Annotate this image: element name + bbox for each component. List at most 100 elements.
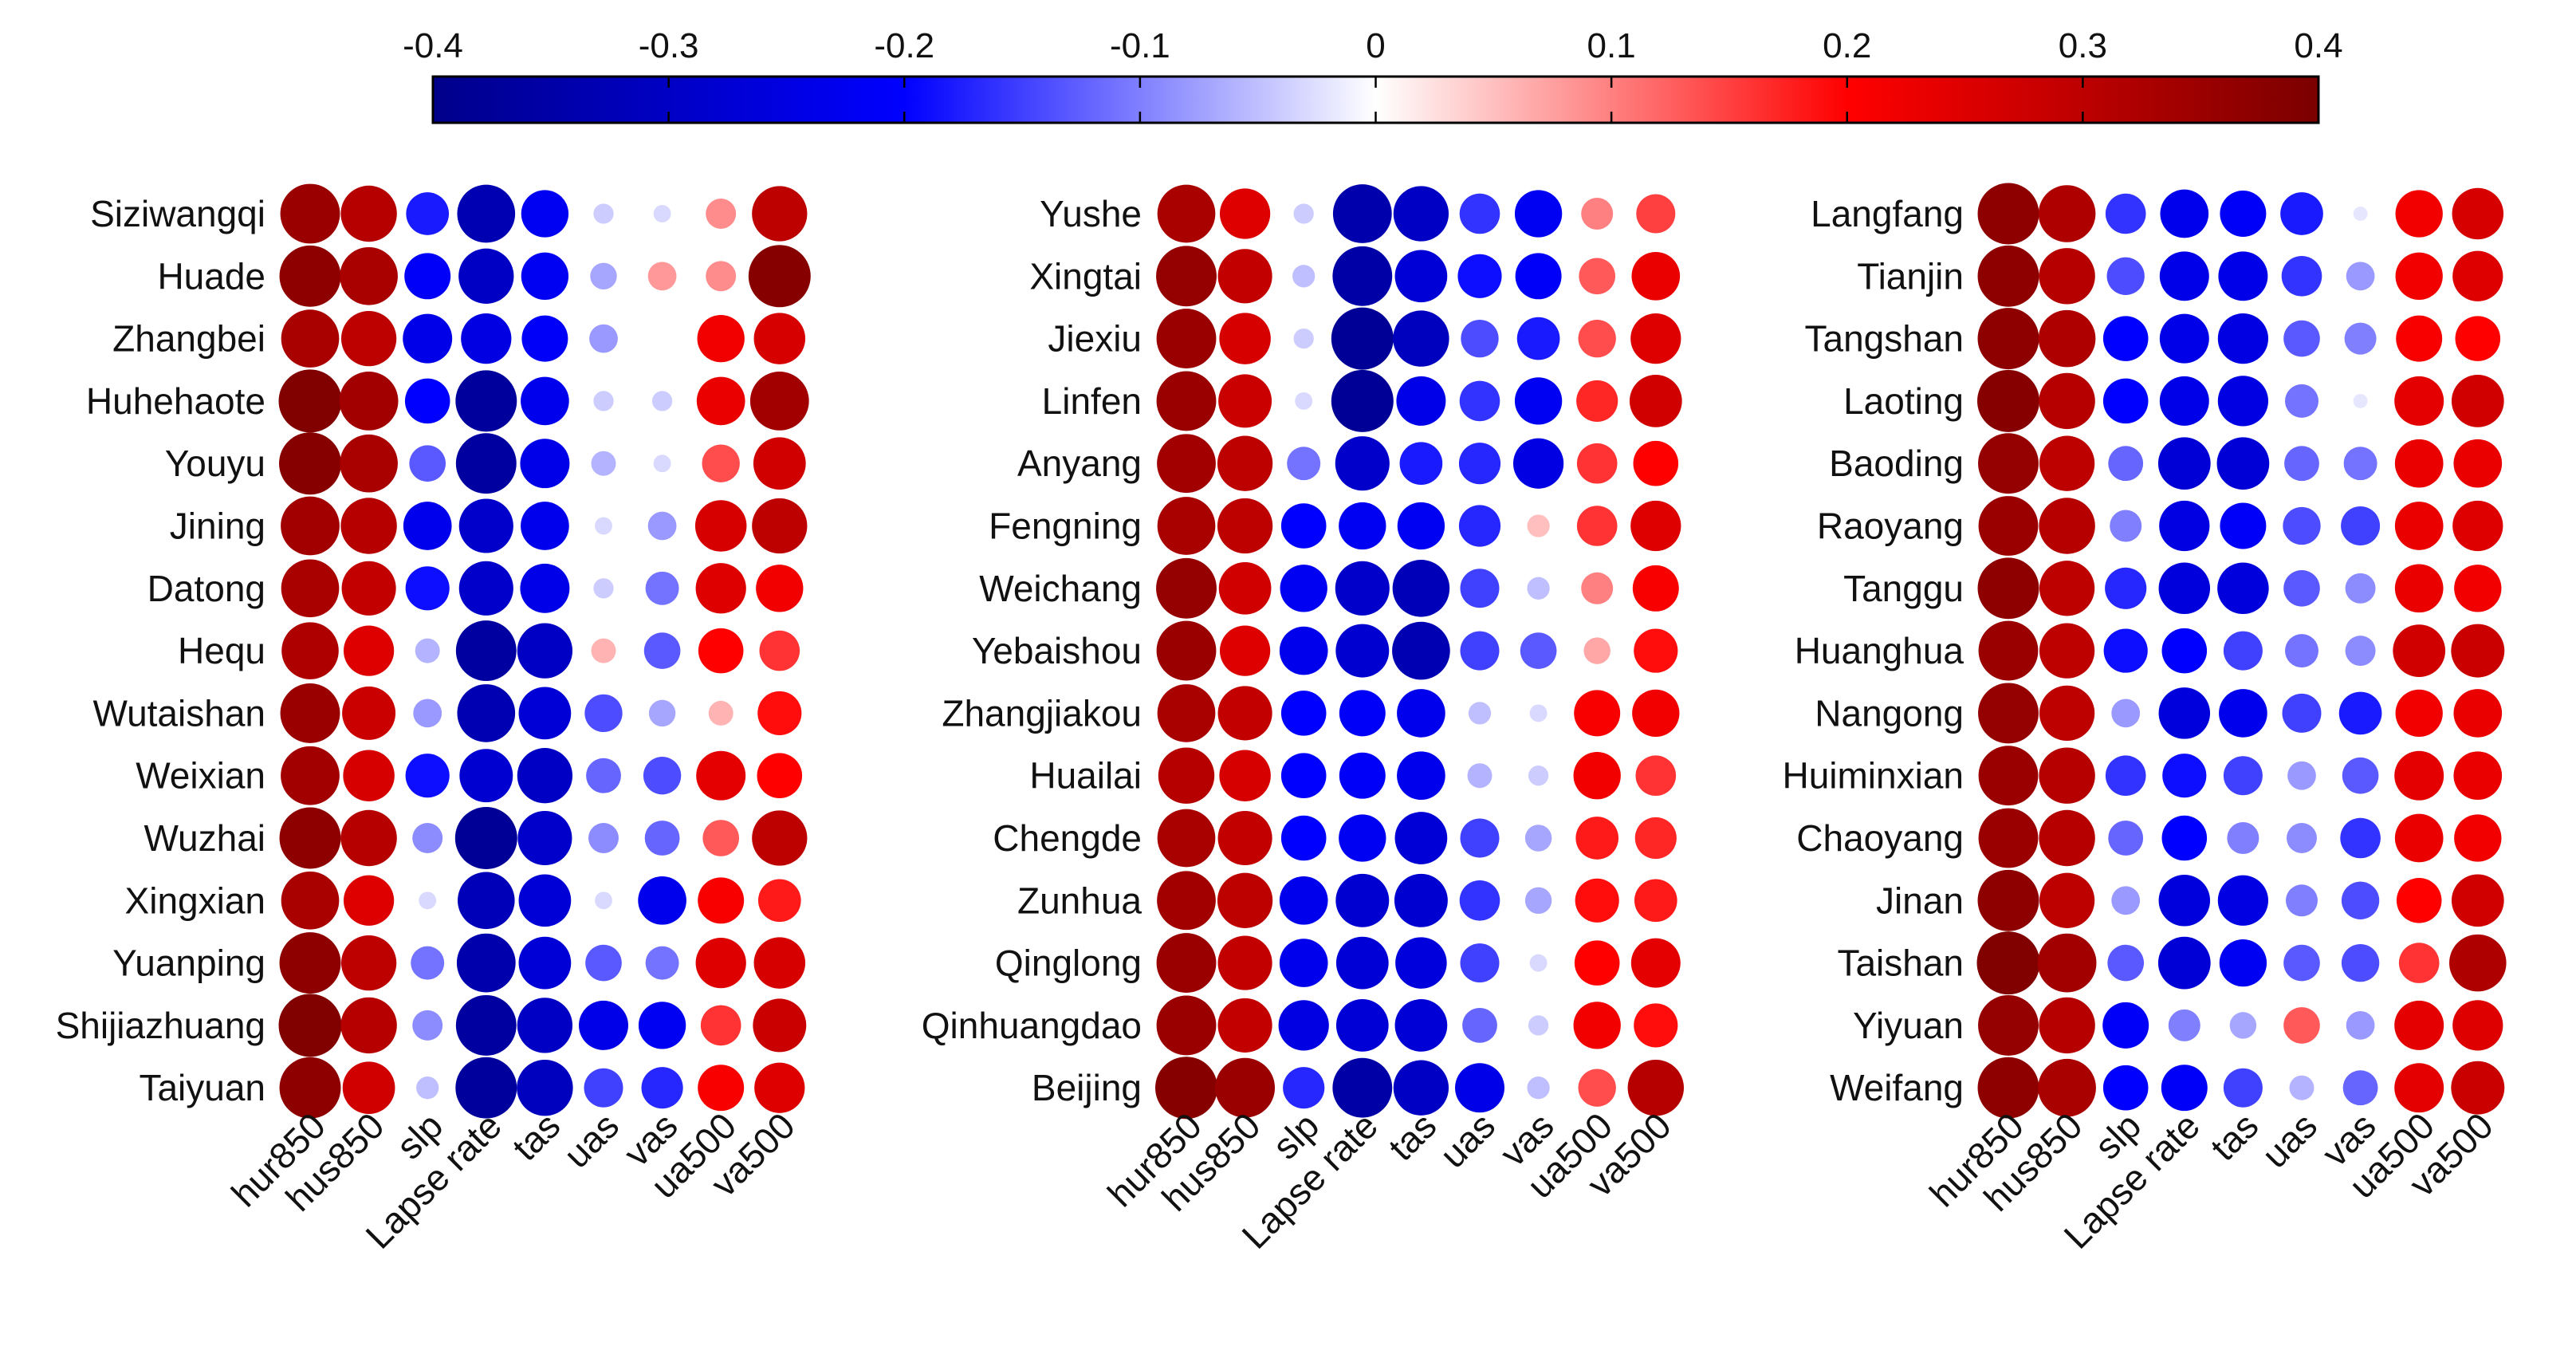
bubble-middle-7-6: Yebaishou / vas: -0.13 [1520,632,1557,669]
bubble-left-4-0: Youyu / hur850: 0.38 [279,432,341,495]
bubble-left-3-7: Huhehaote / ua500: 0.23 [696,376,745,426]
bubble-left-7-5: Hequ / uas: 0.06 [591,638,616,663]
bubble-right-6-4: Tanggu / tas: -0.26 [2217,562,2269,615]
bubble-middle-13-5: Qinhuangdao / uas: -0.12 [1462,1007,1497,1043]
bubble-left-14-6: Taiyuan / vas: -0.17 [641,1067,683,1109]
bubble-middle-3-6: Linfen / vas: -0.22 [1514,377,1563,425]
bubble-left-13-5: Shijiazhuang / uas: -0.24 [579,1000,628,1050]
bubble-right-6-0: Tanggu / hur850: 0.37 [1977,557,2039,620]
bubble-middle-10-5: Chengde / uas: -0.15 [1460,818,1500,858]
bubble-middle-3-1: Linfen / hus850: 0.28 [1218,374,1272,428]
bubble-middle-9-4: Huailai / tas: -0.23 [1397,751,1445,801]
bubble-right-6-3: Tanggu / Lapse rate: -0.26 [2158,562,2211,615]
bubble-left-3-3: Huhehaote / Lapse rate: -0.37 [455,370,517,432]
bubble-right-10-1: Chaoyang / hus850: 0.31 [2039,809,2095,867]
bubble-left-3-0: Huhehaote / hur850: 0.39 [278,369,342,433]
bubble-middle-5-3: Fengning / Lapse rate: -0.22 [1339,502,1386,550]
bubble-left-1-1: Huade / hus850: 0.33 [340,246,398,305]
bubble-left-12-5: Yuanping / uas: -0.13 [585,944,622,982]
bubble-right-4-1: Baoding / hus850: 0.3 [2039,435,2095,491]
bubble-left-7-8: Hequ / va500: 0.16 [759,630,800,671]
bubble-right-4-5: Baoding / uas: -0.12 [2284,446,2319,482]
bubble-right-12-6: Taishan / vas: -0.14 [2341,943,2380,982]
bubble-right-6-6: Tanggu / vas: -0.09 [2345,573,2376,604]
bubble-middle-13-2: Qinhuangdao / slp: -0.25 [1278,1000,1329,1051]
bubble-right-0-6: Langfang / vas: -0.02 [2353,207,2368,221]
bubble-left-6-1: Datong / hus850: 0.29 [341,561,396,616]
bubble-middle-11-6: Zunhua / vas: -0.07 [1524,887,1552,915]
bubble-left-13-4: Shijiazhuang / tas: -0.3 [517,998,573,1053]
bubble-right-2-3: Tangshan / Lapse rate: -0.24 [2159,313,2209,364]
bubble-left-14-1: Taiyuan / hus850: 0.27 [342,1061,395,1115]
variable-label: tas [1380,1104,1444,1168]
bubble-middle-5-7: Fengning / ua500: 0.16 [1576,506,1618,546]
bubble-middle-5-2: Fengning / slp: -0.2 [1280,503,1327,549]
bubble-left-0-0: Siziwangqi / hur850: 0.35 [280,183,340,244]
bubble-middle-14-6: Beijing / vas: -0.05 [1527,1076,1550,1100]
station-label: Tianjin [1857,255,1964,297]
bubble-middle-10-0: Chengde / hur850: 0.33 [1157,809,1216,868]
bubble-right-3-5: Laoting / uas: -0.11 [2285,384,2318,418]
bubble-middle-5-4: Fengning / tas: -0.22 [1397,502,1445,550]
bubble-middle-7-0: Yebaishou / hur850: 0.35 [1156,620,1217,681]
bubble-middle-8-6: Zhangjiakou / vas: -0.03 [1529,704,1548,722]
bubble-right-1-4: Tianjin / tas: -0.24 [2218,251,2268,301]
bubble-right-0-7: Langfang / ua500: 0.22 [2395,190,2443,238]
bubble-middle-3-8: Linfen / va500: 0.27 [1629,375,1682,427]
bubble-left-6-5: Datong / uas: -0.04 [593,578,614,599]
bubble-middle-9-8: Huailai / va500: 0.16 [1635,755,1677,796]
bubble-left-11-4: Xingxian / tas: -0.27 [518,874,572,927]
bubble-right-0-8: Langfang / va500: 0.26 [2452,187,2504,240]
station-label: Beijing [1032,1067,1142,1108]
bubble-right-12-2: Taishan / slp: -0.13 [2107,944,2144,982]
bubble-middle-3-0: Linfen / hur850: 0.35 [1156,371,1217,431]
bubble-left-10-7: Wuzhai / ua500: 0.13 [702,820,739,856]
bubble-right-11-7: Jinan / ua500: 0.2 [2396,878,2442,923]
bubble-right-7-8: Huanghua / va500: 0.28 [2451,624,2505,678]
station-label: Jinan [1876,880,1964,921]
bubble-middle-11-7: Zunhua / ua500: 0.19 [1575,878,1619,923]
bubble-left-9-5: Weixian / uas: -0.12 [586,758,621,793]
bubble-middle-6-5: Weichang / uas: -0.15 [1460,569,1500,608]
bubble-left-9-3: Weixian / Lapse rate: -0.28 [459,749,513,803]
bubble-left-11-2: Xingxian / slp: -0.03 [419,891,437,910]
bubble-right-3-1: Laoting / hus850: 0.31 [2039,372,2095,430]
bubble-right-9-3: Huiminxian / Lapse rate: -0.19 [2162,754,2207,798]
bubble-left-0-1: Siziwangqi / hus850: 0.31 [340,185,397,242]
bubble-left-4-7: Youyu / ua500: 0.14 [702,444,740,482]
bubble-middle-2-8: Jiexiu / va500: 0.25 [1630,313,1681,364]
bubble-right-11-0: Jinan / hur850: 0.37 [1977,869,2039,931]
bubble-left-2-1: Zhangbei / hus850: 0.3 [340,310,397,367]
bubble-left-8-1: Wutaishan / hus850: 0.28 [342,686,396,740]
bubble-left-4-2: Youyu / slp: -0.13 [409,445,446,482]
bubble-middle-1-8: Xingtai / va500: 0.23 [1631,251,1681,301]
bubble-right-6-2: Tanggu / slp: -0.17 [2105,567,2147,609]
bubble-left-13-1: Shijiazhuang / hus850: 0.31 [340,997,397,1054]
bubble-middle-3-7: Linfen / ua500: 0.17 [1576,380,1618,422]
bubble-right-14-3: Weifang / Lapse rate: -0.21 [2161,1065,2208,1112]
colorbar-tick-label: 0.4 [2294,26,2342,65]
bubble-right-2-7: Tangshan / ua500: 0.21 [2396,315,2443,362]
bubble-middle-13-6: Qinhuangdao / vas: -0.04 [1528,1015,1549,1036]
bubble-right-6-1: Tanggu / hus850: 0.3 [2039,561,2095,616]
bubble-right-7-5: Huanghua / uas: -0.11 [2285,634,2318,668]
bubble-left-5-5: Jining / uas: -0.03 [595,517,612,535]
colorbar-tick-label: -0.4 [403,26,463,65]
bubble-middle-1-2: Xingtai / slp: -0.05 [1292,265,1316,288]
bubble-right-5-5: Raoyang / uas: -0.14 [2283,506,2321,545]
bubble-middle-8-2: Zhangjiakou / slp: -0.2 [1280,691,1327,736]
bubble-middle-6-0: Weichang / hur850: 0.36 [1156,557,1217,619]
bubble-middle-5-8: Fengning / va500: 0.25 [1630,500,1681,552]
station-label: Qinglong [995,943,1142,984]
bubble-right-9-5: Huiminxian / uas: -0.08 [2287,761,2316,790]
station-label: Fengning [989,506,1142,547]
bubble-right-9-8: Huiminxian / va500: 0.23 [2453,751,2503,801]
bubble-right-12-5: Taishan / uas: -0.13 [2283,944,2320,982]
bubble-left-5-6: Jining / vas: -0.08 [647,511,677,541]
bubble-left-10-2: Wuzhai / slp: -0.09 [412,823,443,853]
bubble-left-1-5: Huade / uas: -0.07 [590,262,617,290]
bubble-right-4-4: Baoding / tas: -0.27 [2216,437,2270,490]
bubble-middle-12-3: Qinglong / Lapse rate: -0.27 [1335,936,1389,990]
bubble-middle-0-2: Yushe / slp: -0.04 [1293,203,1314,224]
bubble-right-9-2: Huiminxian / slp: -0.16 [2105,755,2146,796]
